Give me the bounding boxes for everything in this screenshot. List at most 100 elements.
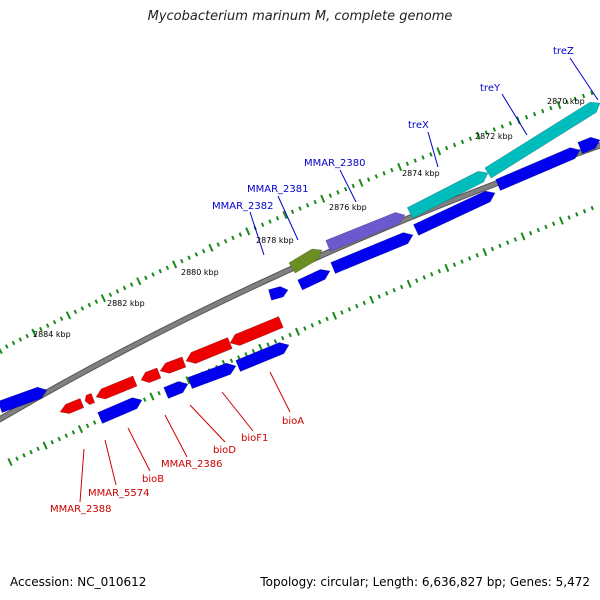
upper-tick-row-tick: [532, 111, 537, 117]
upper-tick-row-tick: [136, 277, 142, 286]
gene-mmar-5574: [97, 397, 143, 424]
lower-tick-row-tick: [406, 279, 412, 288]
gene-mmar-2386-left: [229, 316, 284, 346]
lower-tick-row-tick: [251, 348, 256, 354]
upper-tick-row-tick: [573, 96, 577, 102]
upper-tick-row-tick: [39, 326, 43, 332]
lower-tick-row-tick: [244, 352, 248, 357]
gene-blue-edge: [577, 136, 600, 154]
gene-label-biof1[interactable]: bioF1: [241, 433, 268, 444]
lower-tick-row-tick: [422, 275, 426, 280]
kbp-label-2876: 2876 kbp: [329, 203, 367, 212]
gene-label-mmar-2386[interactable]: MMAR_2386: [161, 459, 223, 470]
upper-tick-row-tick: [444, 145, 449, 151]
upper-tick-row-tick: [460, 139, 465, 145]
upper-tick-row-tick: [172, 260, 178, 269]
lower-tick-row-tick: [92, 420, 97, 425]
gene-label-biod[interactable]: bioD: [213, 445, 236, 456]
upper-tick-row-tick: [313, 199, 317, 205]
upper-tick-row-tick: [201, 248, 206, 254]
upper-tick-row-tick: [268, 219, 272, 224]
lower-tick-row-tick: [15, 456, 19, 461]
gene-red-3: [159, 356, 187, 374]
upper-tick-row-tick: [358, 178, 364, 187]
upper-tick-row-tick: [87, 302, 92, 308]
upper-tick-row-tick: [374, 174, 379, 179]
lower-tick-row-tick: [482, 248, 488, 257]
lower-tick-row-tick: [273, 339, 278, 344]
label-connectors: [79, 57, 599, 503]
topology-text: Topology: circular; Length: 6,636,827 bp…: [260, 575, 590, 589]
lower-tick-row-tick: [288, 332, 292, 338]
upper-tick-row-tick: [343, 186, 348, 192]
lower-tick-row-tick: [36, 446, 40, 452]
lower-tick-row-tick: [399, 284, 404, 290]
upper-tick-row-tick: [180, 258, 184, 264]
upper-tick-row-tick: [275, 216, 280, 221]
lower-tick-row-tick: [384, 291, 389, 296]
upper-tick-row-tick: [73, 309, 78, 315]
upper-tick-row-tick: [11, 340, 16, 346]
lower-tick-row-tick: [475, 253, 479, 258]
lower-tick-row-tick: [392, 287, 396, 293]
lower-tick-row-tick: [567, 215, 571, 220]
upper-tick-row-tick: [129, 282, 134, 287]
gene-label-trex[interactable]: treX: [408, 120, 429, 131]
gene-label-mmar-2388[interactable]: MMAR_2388: [50, 504, 112, 515]
upper-tick-row-tick: [541, 108, 545, 114]
gene-blue-2: [413, 190, 496, 236]
upper-tick-row-tick: [115, 289, 120, 294]
lower-tick-row-tick: [29, 449, 33, 455]
upper-tick-row-tick: [245, 227, 251, 236]
kbp-label-2878: 2878 kbp: [256, 236, 294, 245]
gene-label-biob[interactable]: bioB: [142, 474, 164, 485]
gene-label-trez[interactable]: treZ: [553, 46, 574, 57]
connector-red-6: [79, 448, 85, 503]
upper-tick-row-tick: [484, 130, 488, 135]
gene-label-mmar-2382[interactable]: MMAR_2382: [212, 201, 274, 212]
gene-label-mmar-2381[interactable]: MMAR_2381: [247, 184, 309, 195]
lower-tick-row-tick: [582, 209, 587, 214]
connector-red-4: [127, 427, 151, 472]
gene-red-6: [84, 392, 96, 405]
lower-tick-row-tick: [142, 397, 147, 402]
gene-label-mmar-2380[interactable]: MMAR_2380: [304, 158, 366, 169]
gene-bioa: [235, 342, 290, 372]
connector-blue-0: [569, 57, 599, 101]
lower-tick-row-tick: [185, 376, 191, 385]
upper-tick-row-tick: [45, 323, 50, 328]
gene-label-mmar-5574[interactable]: MMAR_5574: [88, 488, 150, 499]
upper-tick-row-tick: [108, 292, 113, 298]
upper-tick-row-tick: [413, 158, 417, 163]
upper-tick-row-tick: [100, 294, 107, 303]
lower-tick-row-tick: [490, 246, 495, 252]
gene-red-4: [140, 367, 162, 383]
upper-tick-row-tick: [549, 105, 553, 111]
upper-tick-row-tick: [468, 136, 473, 142]
lower-tick-row-tick: [467, 256, 472, 261]
lower-tick-row-tick: [7, 457, 13, 467]
kbp-label-2872: 2872 kbp: [475, 132, 513, 141]
lower-tick-row-tick: [331, 311, 337, 320]
connector-blue-3: [339, 169, 357, 203]
lower-tick-row-tick: [42, 441, 48, 450]
upper-tick-row-tick: [94, 299, 99, 304]
lower-tick-row-tick: [430, 272, 434, 277]
upper-tick-row-tick: [65, 311, 72, 320]
connector-blue-4: [277, 195, 299, 241]
kbp-label-2874: 2874 kbp: [402, 169, 440, 178]
gene-label-bioa[interactable]: bioA: [282, 416, 304, 427]
lower-tick-row-tick: [437, 268, 442, 274]
lower-tick-row-tick: [77, 425, 84, 434]
gene-label-trey[interactable]: treY: [480, 83, 501, 94]
upper-tick-row-tick: [492, 127, 496, 132]
lower-tick-row-tick: [229, 358, 234, 363]
upper-tick-row-tick: [508, 121, 513, 126]
map-title: Mycobacterium marinum M, complete genome: [147, 9, 453, 24]
upper-tick-row-tick: [208, 243, 214, 252]
lower-tick-row-tick: [528, 230, 533, 236]
upper-tick-row-tick: [165, 265, 170, 271]
connector-blue-2: [427, 131, 439, 168]
gene-blue-1: [495, 147, 581, 191]
